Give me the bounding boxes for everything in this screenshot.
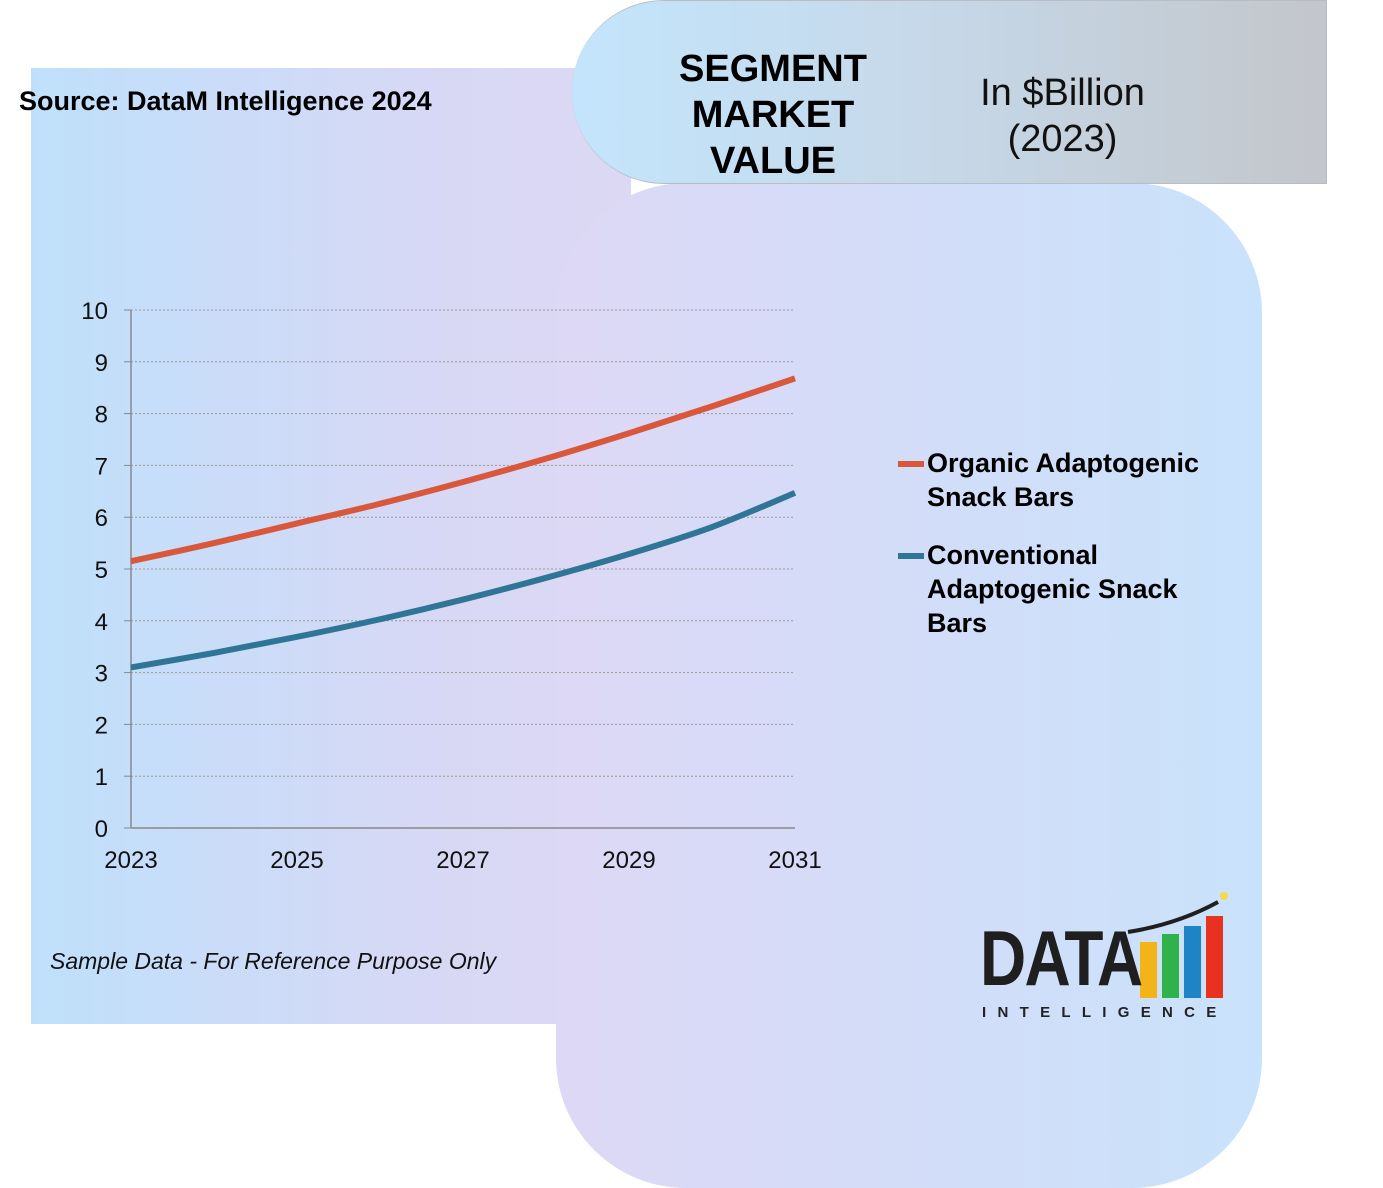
series-line-0 bbox=[130, 375, 796, 565]
legend-swatch-conventional bbox=[898, 553, 924, 559]
logo-word: DATA bbox=[980, 914, 1143, 1002]
grid-lines bbox=[131, 309, 795, 777]
y-tick-label: 6 bbox=[95, 505, 108, 532]
x-tick-label: 2025 bbox=[270, 847, 323, 874]
series-line-1 bbox=[130, 490, 797, 671]
axes bbox=[124, 309, 795, 829]
unit-label: In $Billion (2023) bbox=[980, 72, 1145, 160]
y-tick-label: 9 bbox=[95, 350, 108, 377]
y-tick-label: 8 bbox=[95, 402, 108, 429]
x-tick-label: 2031 bbox=[768, 847, 821, 874]
x-tick-label: 2023 bbox=[104, 847, 157, 874]
legend-label-conventional: Conventional Adaptogenic Snack Bars bbox=[927, 540, 1178, 638]
y-tick-label: 0 bbox=[95, 816, 108, 843]
legend-label-organic: Organic Adaptogenic Snack Bars bbox=[927, 448, 1200, 512]
y-tick-label: 5 bbox=[95, 557, 108, 584]
y-tick-label: 10 bbox=[81, 298, 108, 325]
tick-labels: 0 1 2 3 4 5 6 7 8 9 10 2023 2025 2027 2029 2031 bbox=[81, 298, 821, 874]
y-tick-label: 7 bbox=[95, 453, 108, 480]
background-right-panel bbox=[556, 183, 1262, 1188]
x-tick-label: 2027 bbox=[436, 847, 489, 874]
sample-data-note: Sample Data - For Reference Purpose Only bbox=[50, 948, 497, 974]
x-tick-label: 2029 bbox=[602, 847, 655, 874]
header-banner bbox=[572, 0, 1327, 184]
y-tick-label: 3 bbox=[95, 661, 108, 688]
y-tick-label: 2 bbox=[95, 712, 108, 739]
legend-swatch-organic bbox=[898, 461, 924, 467]
logo-bars-icon bbox=[1127, 892, 1228, 998]
datam-intelligence-logo: DATA INTELLIGENCE bbox=[978, 888, 1233, 1023]
y-tick-label: 4 bbox=[95, 609, 108, 636]
series-lines bbox=[130, 375, 797, 671]
source-label: Source: DataM Intelligence 2024 bbox=[19, 86, 432, 116]
logo-subtitle: INTELLIGENCE bbox=[982, 1004, 1228, 1021]
y-tick-label: 1 bbox=[95, 764, 108, 791]
segment-title: SEGMENT MARKET VALUE bbox=[679, 48, 867, 182]
